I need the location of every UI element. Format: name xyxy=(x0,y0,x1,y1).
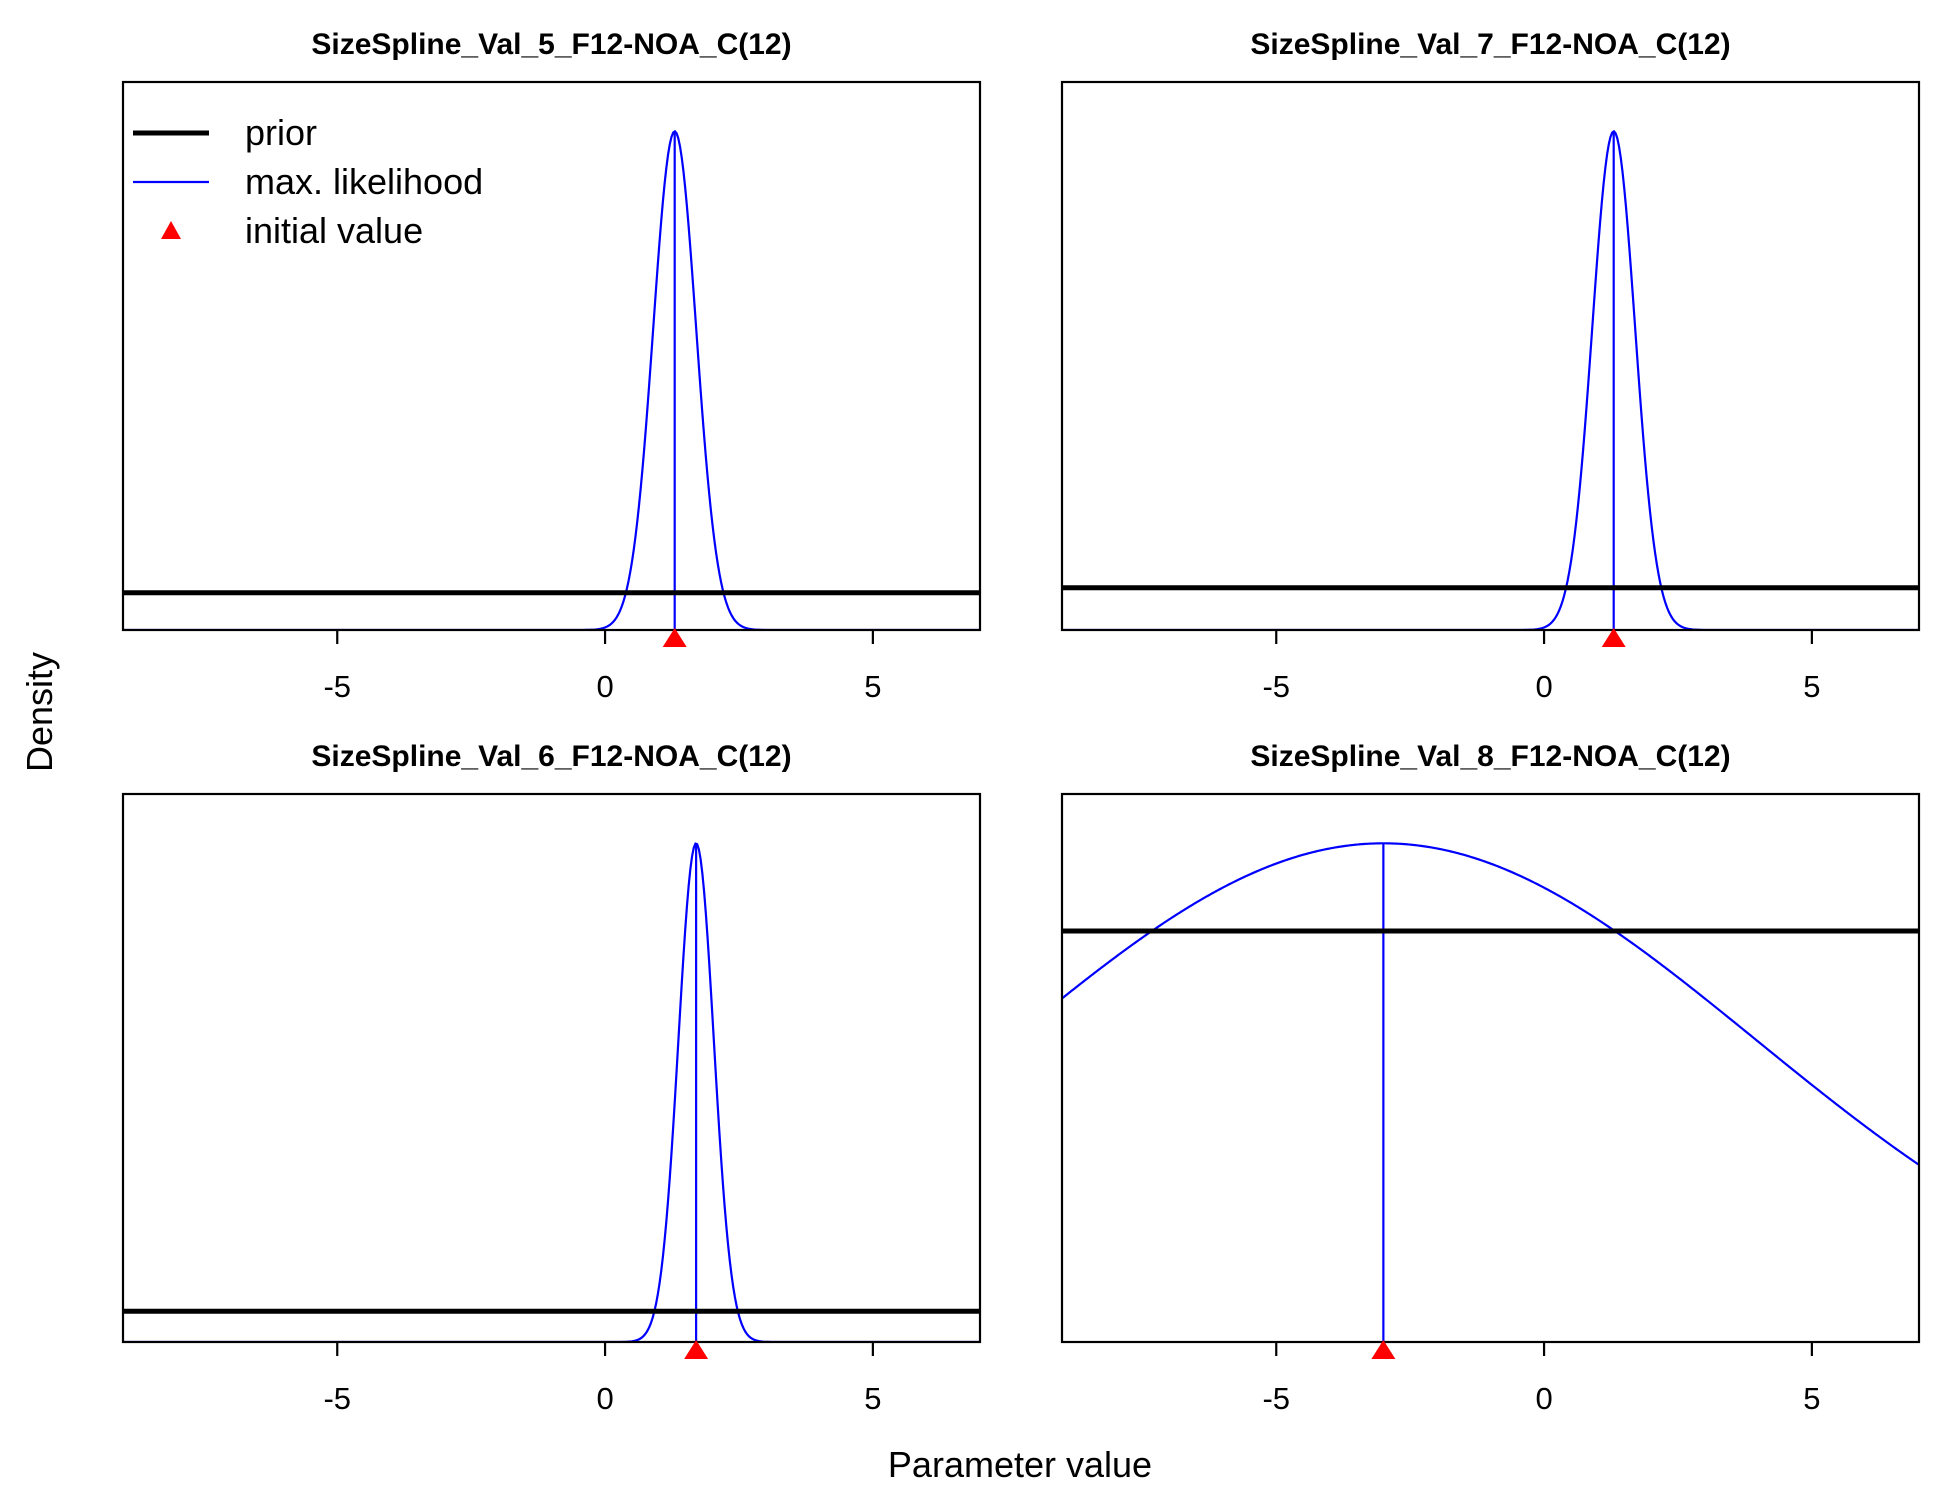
panel-title: SizeSpline_Val_8_F12-NOA_C(12) xyxy=(1250,740,1730,773)
panel-title: SizeSpline_Val_6_F12-NOA_C(12) xyxy=(311,740,791,773)
panel-title: SizeSpline_Val_5_F12-NOA_C(12) xyxy=(311,28,791,61)
legend: prior max. likelihood initial value xyxy=(133,112,483,251)
panel-title: SizeSpline_Val_7_F12-NOA_C(12) xyxy=(1250,28,1730,61)
x-tick-label: 0 xyxy=(596,1381,613,1416)
x-tick-label: 5 xyxy=(1803,1381,1820,1416)
x-axis-title: Parameter value xyxy=(888,1444,1152,1485)
max-likelihood-curve xyxy=(123,842,980,1342)
x-tick-label: 5 xyxy=(864,669,881,704)
x-tick-label: 5 xyxy=(864,1381,881,1416)
legend-label: prior xyxy=(245,112,317,153)
panel-1: SizeSpline_Val_5_F12-NOA_C(12) -5 0 5 xyxy=(121,28,982,704)
legend-label: max. likelihood xyxy=(245,161,483,202)
plot-area xyxy=(123,129,980,630)
x-tick-label: 0 xyxy=(596,669,613,704)
legend-label: initial value xyxy=(245,210,423,251)
plot-frame xyxy=(121,792,982,1344)
x-tick-label: -5 xyxy=(1262,669,1290,704)
max-likelihood-curve xyxy=(1062,842,1919,1166)
initial-value-marker xyxy=(662,628,687,647)
x-tick-label: -5 xyxy=(323,669,351,704)
max-likelihood-curve xyxy=(123,129,980,630)
x-tick-label: -5 xyxy=(323,1381,351,1416)
max-likelihood-curve xyxy=(1062,129,1919,630)
plot-area xyxy=(1062,129,1919,630)
x-tick-label: 0 xyxy=(1535,1381,1552,1416)
x-tick-label: 0 xyxy=(1535,669,1552,704)
initial-value-marker xyxy=(1371,1340,1396,1359)
plot-frame xyxy=(121,80,982,632)
plot-area xyxy=(123,842,980,1342)
plot-frame xyxy=(1060,792,1921,1344)
x-tick-label: 5 xyxy=(1803,669,1820,704)
panels: SizeSpline_Val_5_F12-NOA_C(12)-5 0 5SizeSp… xyxy=(121,28,1921,1416)
initial-value-marker xyxy=(684,1340,709,1359)
panel-3: SizeSpline_Val_6_F12-NOA_C(12) -5 0 5 xyxy=(121,740,982,1416)
x-tick-label: -5 xyxy=(1262,1381,1290,1416)
plot-area xyxy=(1062,842,1919,1342)
legend-initial-value-swatch xyxy=(161,221,181,239)
plot-frame xyxy=(1060,80,1921,632)
panel-2: SizeSpline_Val_7_F12-NOA_C(12) -5 0 5 xyxy=(1060,28,1921,704)
panel-4: SizeSpline_Val_8_F12-NOA_C(12) -5 0 5 xyxy=(1060,740,1921,1416)
y-axis-title: Density xyxy=(19,652,60,772)
initial-value-marker xyxy=(1601,628,1626,647)
